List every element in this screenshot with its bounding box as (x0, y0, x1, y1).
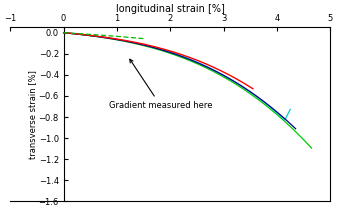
Text: Gradient measured here: Gradient measured here (109, 59, 212, 110)
X-axis label: longitudinal strain [%]: longitudinal strain [%] (116, 4, 225, 14)
Y-axis label: transverse strain [%]: transverse strain [%] (28, 70, 37, 159)
